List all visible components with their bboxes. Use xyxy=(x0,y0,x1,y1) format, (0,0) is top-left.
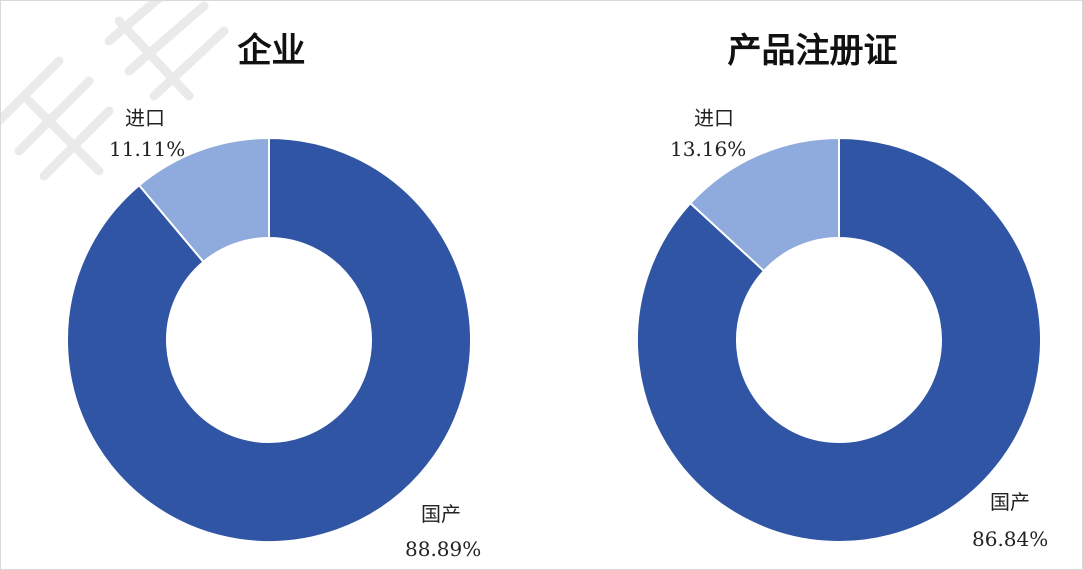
watermark xyxy=(1,1,229,181)
chart-title: 企业 xyxy=(237,31,306,71)
donut-chart-product-registrations: 产品注册证 进口 13.16% 国产 86.84% xyxy=(542,1,1082,569)
slice-label-domestic-name: 国产 xyxy=(990,490,1030,514)
donut-chart-enterprises: 企业 进口 11.11% 国产 88.89% xyxy=(1,1,542,569)
donut-slice-domestic xyxy=(66,136,472,543)
chart-title: 产品注册证 xyxy=(727,31,898,71)
slice-label-domestic-value: 86.84% xyxy=(972,527,1048,551)
slice-label-domestic-name: 国产 xyxy=(421,502,461,526)
slice-label-imported-value: 11.11% xyxy=(109,137,185,161)
slice-label-imported-value: 13.16% xyxy=(670,137,746,161)
slice-label-imported-name: 进口 xyxy=(125,106,165,130)
slice-label-imported-name: 进口 xyxy=(694,106,734,130)
slice-label-domestic-value: 88.89% xyxy=(405,537,481,561)
donut-slice-imported xyxy=(137,136,270,264)
donut-svg: 进口 11.11% 国产 88.89% xyxy=(66,106,481,561)
donut-svg: 进口 13.16% 国产 86.84% xyxy=(636,106,1048,551)
donut-slice-imported xyxy=(688,136,840,273)
donut-slice-domestic xyxy=(636,136,1042,543)
